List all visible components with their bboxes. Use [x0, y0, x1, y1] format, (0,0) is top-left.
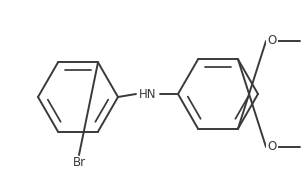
Text: O: O — [267, 35, 277, 47]
Text: O: O — [267, 140, 277, 153]
Text: Br: Br — [73, 156, 86, 170]
Text: HN: HN — [139, 88, 157, 101]
